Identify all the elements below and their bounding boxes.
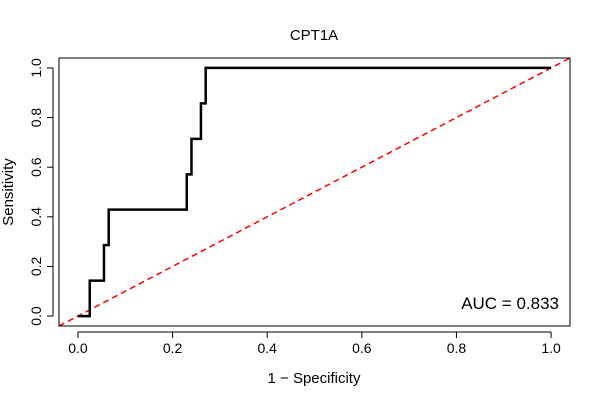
- y-tick-label: 1.0: [28, 58, 44, 78]
- x-tick-label: 0.6: [352, 340, 372, 356]
- y-tick-label: 0.6: [28, 157, 44, 177]
- x-tick-label: 0.4: [257, 340, 277, 356]
- roc-curve-line: [77, 66, 552, 318]
- x-tick-label: 0.8: [447, 340, 467, 356]
- x-tick-label: 0.0: [68, 340, 88, 356]
- auc-annotation: AUC = 0.833: [461, 294, 559, 313]
- y-tick-label: 0.4: [28, 207, 44, 227]
- plot-frame: [58, 57, 571, 327]
- x-axis-label: 1 − Specificity: [268, 370, 361, 387]
- reference-diagonal-line: [59, 58, 570, 326]
- y-axis-label: Sensitivity: [0, 158, 17, 226]
- y-tick-label: 0.8: [28, 108, 44, 128]
- x-axis: 0.0 0.2 0.4 0.6 0.8 1.0: [68, 331, 561, 356]
- x-tick-label: 0.2: [163, 340, 183, 356]
- y-axis: 0.0 0.2 0.4 0.6 0.8 1.0: [28, 58, 54, 326]
- x-tick-label: 1.0: [541, 340, 561, 356]
- chart-title: CPT1A: [290, 27, 338, 44]
- y-tick-label: 0.0: [28, 306, 44, 326]
- y-tick-label: 0.2: [28, 256, 44, 276]
